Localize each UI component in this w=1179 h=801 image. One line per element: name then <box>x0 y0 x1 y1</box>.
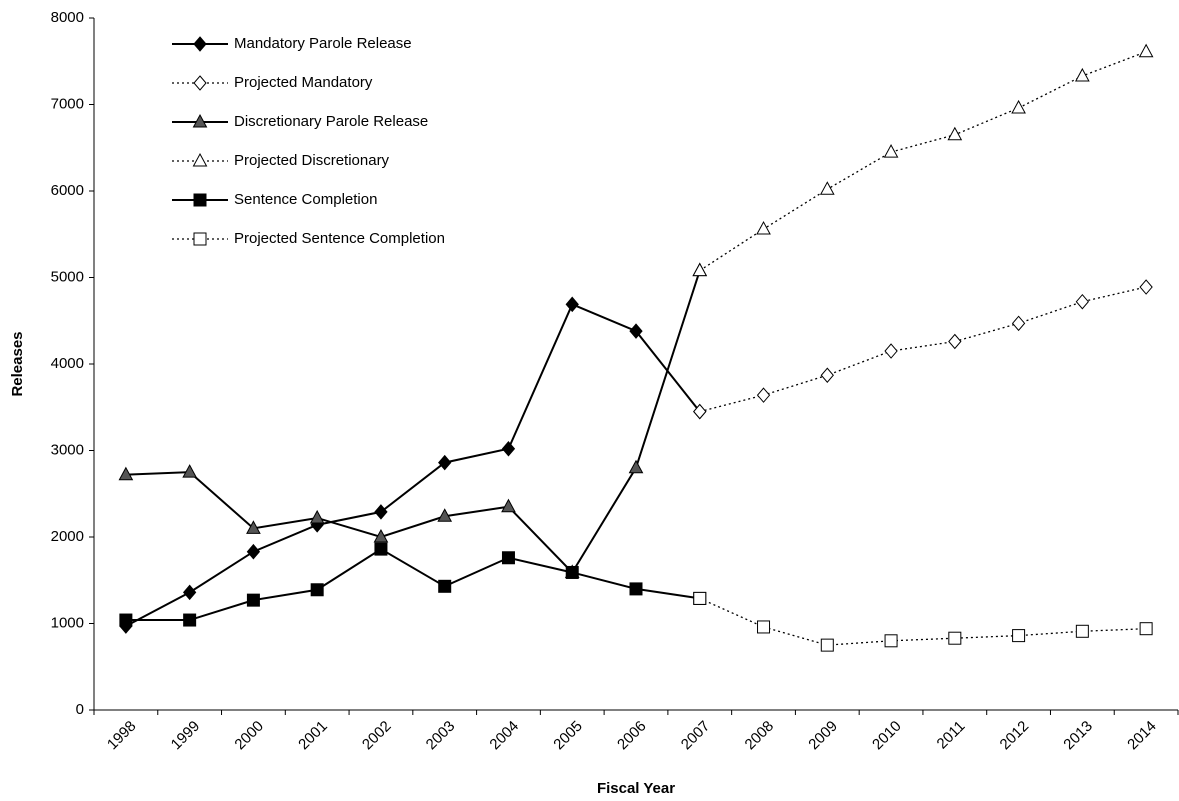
data-point <box>1012 629 1026 643</box>
x-tick-label: 2003 <box>423 718 459 754</box>
data-point <box>438 454 452 471</box>
data-point <box>628 459 644 474</box>
data-point <box>246 520 261 534</box>
x-tick-label: 2004 <box>486 718 522 754</box>
data-point <box>883 144 899 158</box>
legend-label: Sentence Completion <box>234 191 377 208</box>
series-line <box>699 286 1147 413</box>
data-point <box>756 387 771 403</box>
data-point <box>947 126 963 141</box>
data-point <box>820 367 834 384</box>
x-tick-label: 2010 <box>869 718 905 754</box>
data-point <box>246 593 260 607</box>
x-tick-label: 2006 <box>614 718 650 754</box>
x-tick-label: 2009 <box>805 718 841 754</box>
y-tick-label: 2000 <box>51 528 84 545</box>
legend-marker <box>193 193 207 207</box>
x-tick-label: 2012 <box>997 718 1033 754</box>
data-point <box>501 551 515 565</box>
data-point <box>374 542 388 556</box>
data-point <box>693 591 707 605</box>
legend-marker <box>192 152 208 167</box>
data-point <box>246 543 261 560</box>
series-line <box>125 270 701 575</box>
y-tick-label: 4000 <box>51 355 84 372</box>
x-axis-title: Fiscal Year <box>597 780 675 797</box>
x-tick-label: 1999 <box>168 718 204 754</box>
legend-marker <box>193 232 207 246</box>
x-tick-label: 1998 <box>104 718 140 754</box>
data-point <box>374 504 388 520</box>
data-point <box>438 579 452 593</box>
data-point <box>182 464 197 478</box>
data-point <box>884 343 898 359</box>
data-point <box>884 634 898 648</box>
data-point <box>948 631 962 645</box>
data-point <box>437 508 453 522</box>
y-tick-label: 7000 <box>51 95 84 112</box>
data-point <box>1075 293 1090 310</box>
x-tick-label: 2005 <box>550 718 586 754</box>
data-point <box>692 262 708 277</box>
legend-label: Mandatory Parole Release <box>234 35 412 52</box>
data-point <box>819 181 835 195</box>
legend-label: Discretionary Parole Release <box>234 113 428 130</box>
x-tick-label: 2001 <box>295 718 331 754</box>
data-point <box>373 528 389 543</box>
series-line <box>125 303 701 627</box>
data-point <box>310 583 324 597</box>
data-point <box>1011 315 1026 332</box>
legend-marker <box>193 36 207 52</box>
y-tick-label: 0 <box>76 701 84 718</box>
data-point <box>1075 624 1089 638</box>
legend-label: Projected Discretionary <box>234 152 390 169</box>
data-point <box>118 466 134 481</box>
x-tick-label: 2002 <box>359 718 395 754</box>
data-point <box>820 638 834 652</box>
data-point <box>1139 622 1153 636</box>
data-point <box>501 498 516 513</box>
data-point <box>1075 67 1090 82</box>
data-point <box>1138 43 1154 58</box>
data-point <box>309 509 325 524</box>
x-tick-label: 2007 <box>678 718 714 754</box>
legend-marker <box>193 75 207 91</box>
data-point <box>182 584 197 601</box>
data-point <box>565 296 579 313</box>
legend-label: Projected Mandatory <box>234 74 373 91</box>
data-point <box>1139 279 1153 295</box>
legend-label: Projected Sentence Completion <box>234 230 445 247</box>
data-point <box>1011 99 1026 114</box>
x-tick-label: 2013 <box>1060 718 1096 754</box>
data-point <box>629 323 643 339</box>
x-tick-label: 2000 <box>231 718 267 754</box>
data-point <box>757 620 771 634</box>
y-tick-label: 5000 <box>51 268 84 285</box>
y-tick-label: 1000 <box>51 614 84 631</box>
y-tick-label: 6000 <box>51 182 84 199</box>
data-point <box>756 221 771 235</box>
data-point <box>119 613 133 627</box>
series-line <box>699 51 1147 272</box>
legend-marker <box>192 113 208 128</box>
series-line <box>699 597 1147 646</box>
x-tick-label: 2008 <box>742 718 778 754</box>
series-line <box>125 547 700 622</box>
y-axis-title: Releases <box>9 331 26 396</box>
x-tick-label: 2014 <box>1124 718 1160 754</box>
y-tick-label: 8000 <box>51 9 84 26</box>
data-point <box>948 333 962 350</box>
data-point <box>565 565 579 579</box>
y-tick-label: 3000 <box>51 441 84 458</box>
data-point <box>183 613 197 627</box>
data-point <box>629 582 643 596</box>
x-tick-label: 2011 <box>934 718 969 753</box>
data-point <box>501 441 516 457</box>
data-point <box>693 403 707 420</box>
